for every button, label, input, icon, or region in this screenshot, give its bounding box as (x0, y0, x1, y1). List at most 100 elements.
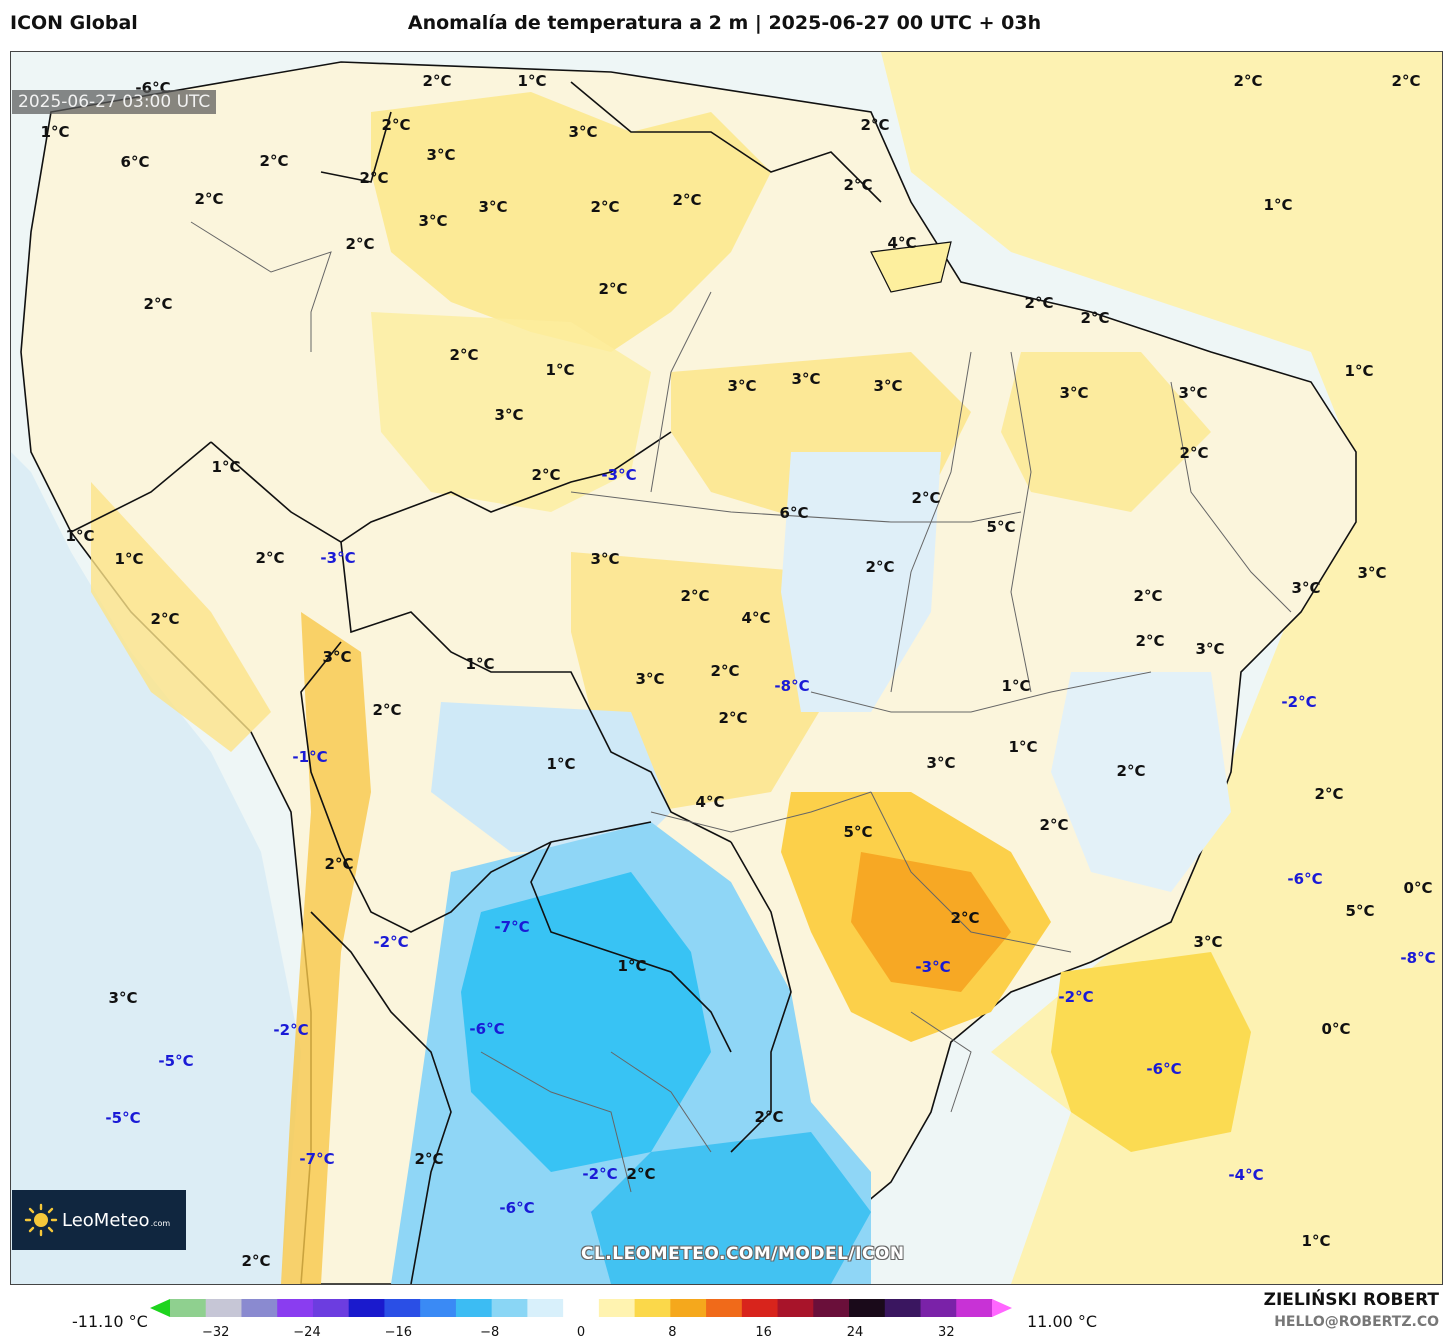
colorbar-segment (170, 1299, 207, 1317)
temperature-label: 3°C (494, 406, 524, 424)
temperature-label: 3°C (1291, 579, 1321, 597)
temperature-label: -4°C (1228, 1166, 1264, 1184)
temperature-label: 2°C (1080, 309, 1110, 327)
colorbar-segment (312, 1299, 350, 1317)
temperature-label: -5°C (105, 1109, 141, 1127)
temperature-label: -6°C (499, 1199, 535, 1217)
warm-zone-chile (281, 612, 371, 1284)
temperature-label: 6°C (779, 504, 809, 522)
temperature-label: 3°C (426, 146, 456, 164)
logo-suffix: .com (150, 1218, 171, 1228)
temperature-label: 3°C (568, 123, 598, 141)
temperature-label: 2°C (255, 549, 285, 567)
valid-time-badge: 2025-06-27 03:00 UTC (12, 90, 217, 114)
temperature-label: 2°C (865, 558, 895, 576)
temperature-label: 2°C (449, 346, 479, 364)
temperature-label: 3°C (418, 212, 448, 230)
temperature-label: -8°C (774, 677, 810, 695)
temperature-label: 2°C (1314, 785, 1344, 803)
temperature-label: 2°C (345, 235, 375, 253)
temperature-label: 1°C (40, 123, 70, 141)
temperature-label: 2°C (718, 709, 748, 727)
temperature-label: 3°C (727, 377, 757, 395)
warm-zone-andes (91, 482, 271, 752)
colorbar-segment (491, 1299, 528, 1317)
temperature-label: -2°C (1281, 693, 1317, 711)
temperature-label: 0°C (1403, 879, 1433, 897)
temperature-label: -8°C (1400, 949, 1436, 967)
temperature-label: 4°C (741, 609, 771, 627)
colorbar-segment (813, 1299, 850, 1317)
colorbar (150, 1299, 1012, 1317)
sun-icon (24, 1203, 58, 1237)
temperature-label: 1°C (517, 72, 547, 90)
temperature-label: 1°C (465, 655, 495, 673)
temperature-label: -2°C (1058, 988, 1094, 1006)
temperature-label: -2°C (273, 1021, 309, 1039)
temperature-label: 2°C (754, 1108, 784, 1126)
temperature-label: 2°C (143, 295, 173, 313)
colorbar-tick-label: 32 (938, 1325, 955, 1340)
temperature-label: 3°C (1059, 384, 1089, 402)
temperature-label: -5°C (158, 1052, 194, 1070)
colorbar-segment (920, 1299, 957, 1317)
colorbar-segment (241, 1299, 278, 1317)
temperature-label: 4°C (887, 234, 917, 252)
cold-core-paraguay (461, 872, 711, 1172)
temperature-label: 3°C (635, 670, 665, 688)
temperature-label: 2°C (1116, 762, 1146, 780)
temperature-label: 2°C (626, 1165, 656, 1183)
colorbar-segment (849, 1299, 886, 1317)
warm-zone-atlantic (1051, 952, 1251, 1152)
colorbar-max-arrow (992, 1299, 1012, 1317)
temperature-label: 1°C (1301, 1232, 1331, 1250)
colorbar-segment (384, 1299, 421, 1317)
temperature-label: 2°C (1391, 72, 1421, 90)
temperature-label: 5°C (843, 823, 873, 841)
warm-zone-north (371, 92, 771, 352)
temperature-label: 1°C (211, 458, 241, 476)
colorbar-segment (563, 1299, 600, 1317)
temperature-label: -7°C (494, 918, 530, 936)
colorbar-tick-label: 24 (846, 1325, 864, 1340)
temperature-label: 2°C (150, 610, 180, 628)
colorbar-tick-label: −24 (293, 1325, 321, 1340)
map-area[interactable]: -6°C 1°C 6°C 2°C 1°C 2°C 3°C 2°C 2°C 2°C 2°C 2°C 3°C… (10, 51, 1443, 1285)
author-email: HELLO@ROBERTZ.CO (1274, 1314, 1439, 1330)
temperature-label: 3°C (1193, 933, 1223, 951)
colorbar-segment (277, 1299, 314, 1317)
colorbar-segment (348, 1299, 385, 1317)
temperature-label: -2°C (373, 933, 409, 951)
warm-zone-northeast (1001, 352, 1211, 512)
temperature-label: 3°C (873, 377, 903, 395)
temperature-label: 1°C (1344, 362, 1374, 380)
temperature-label: 2°C (359, 169, 389, 187)
temperature-label: 3°C (1178, 384, 1208, 402)
colorbar-min-arrow (150, 1299, 170, 1317)
temperature-label: 3°C (791, 370, 821, 388)
marajo-island (870, 241, 952, 293)
colorbar-tick-label: 8 (668, 1325, 677, 1340)
temperature-label: -6°C (1287, 870, 1323, 888)
temperature-label: 3°C (1357, 564, 1387, 582)
temperature-label: 2°C (372, 701, 402, 719)
temperature-label: 2°C (860, 116, 890, 134)
logo-text: LeoMeteo (62, 1209, 150, 1231)
state-borders (190, 221, 1292, 1193)
temperature-label: 2°C (590, 198, 620, 216)
temperature-label: 2°C (241, 1252, 271, 1270)
temperature-label: 1°C (1263, 196, 1293, 214)
temperature-label: 1°C (1001, 677, 1031, 695)
colorbar-tick-label: −8 (480, 1325, 500, 1340)
temperature-label: 3°C (1195, 640, 1225, 658)
colorbar-tick-label: 0 (576, 1325, 586, 1340)
temperature-label: -6°C (469, 1020, 505, 1038)
colorbar-tick-label: −16 (384, 1325, 413, 1340)
colorbar-segment (527, 1299, 564, 1317)
leometeo-logo: LeoMeteo .com (12, 1190, 186, 1250)
temperature-label: 2°C (194, 190, 224, 208)
map-title: Anomalía de temperatura a 2 m | 2025-06-… (407, 12, 1042, 34)
temperature-label: 2°C (381, 116, 411, 134)
colorbar-segment (420, 1299, 457, 1317)
temperature-label: 2°C (324, 855, 354, 873)
